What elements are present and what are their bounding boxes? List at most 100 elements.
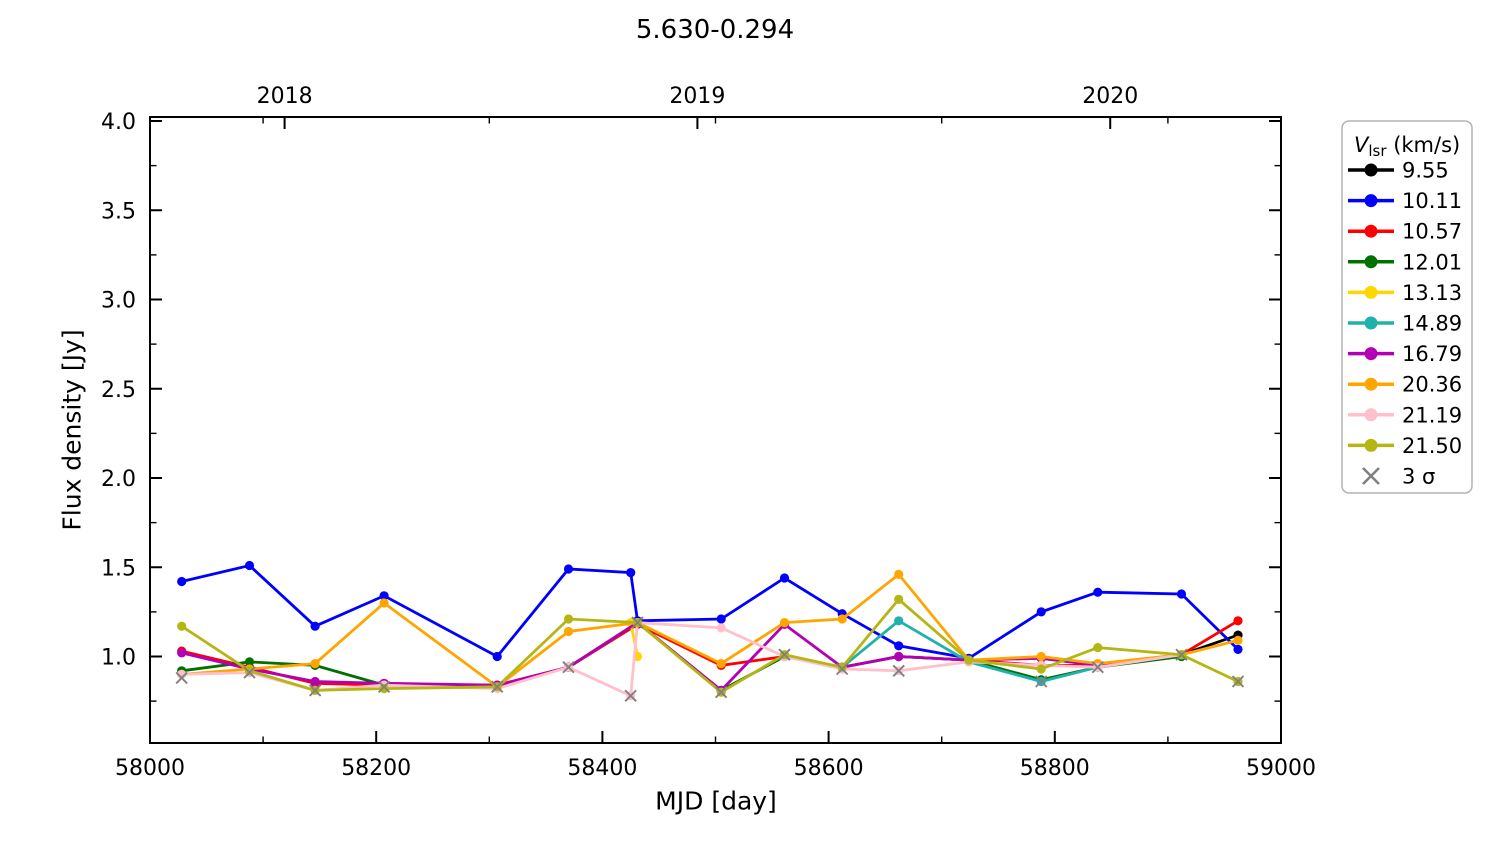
sigma3-x-icon: [1091, 661, 1104, 674]
legend-label: 12.01: [1402, 250, 1462, 274]
y-tick-label: 2.5: [101, 378, 136, 403]
plot-title: 5.630-0.294: [635, 15, 795, 45]
data-point-10.11: [894, 641, 904, 651]
sigma3-x-icon: [562, 661, 575, 674]
top-year-label: 2018: [257, 84, 313, 109]
sigma3-x-icon: [1175, 648, 1188, 661]
data-point-10.11: [310, 621, 320, 631]
x-tick-label: 58600: [794, 756, 864, 781]
legend-marker: [1364, 377, 1378, 391]
y-tick-label: 3.0: [101, 289, 136, 314]
data-point-10.11: [492, 651, 502, 662]
sigma3-x-icon: [377, 680, 391, 694]
y-tick-label: 1.5: [101, 556, 136, 581]
sigma3-x-icon: [624, 689, 637, 702]
sigma3-markers: [175, 616, 1245, 702]
legend-title: Vlsr (km/s): [1354, 133, 1460, 160]
legend-marker: [1364, 316, 1378, 330]
data-point-10.11: [1036, 607, 1046, 617]
data-point-16.79: [310, 676, 320, 687]
legend-marker: [1364, 163, 1378, 177]
sigma3-x-icon: [1231, 675, 1245, 688]
data-point-21.50: [1093, 643, 1103, 653]
legend-marker: [1364, 408, 1378, 422]
legend-item-10.11: 10.11: [1348, 189, 1462, 213]
data-point-10.11: [177, 576, 187, 587]
legend-item-14.89: 14.89: [1348, 312, 1462, 336]
y-tick-label: 3.5: [101, 199, 136, 224]
legend-marker: [1364, 255, 1378, 269]
legend-label: 16.79: [1402, 342, 1462, 366]
sigma3-x-icon: [243, 666, 256, 679]
legend-item-10.57: 10.57: [1348, 220, 1462, 244]
legend-label: 14.89: [1402, 312, 1462, 336]
legend-label: 20.36: [1402, 373, 1462, 397]
series-10.11: [177, 560, 1243, 663]
legend-item-20.36: 20.36: [1348, 373, 1462, 397]
legend-label: 13.13: [1402, 281, 1462, 305]
sigma3-x-icon: [631, 616, 644, 629]
legend-item-16.79: 16.79: [1348, 342, 1462, 366]
x-tick-label: 59000: [1246, 756, 1316, 781]
data-point-10.11: [563, 564, 574, 574]
sigma3-x-icon: [714, 686, 728, 699]
y-axis-label: Flux density [Jy]: [57, 329, 87, 531]
legend-item-12.01: 12.01: [1348, 250, 1462, 274]
data-point-21.50: [837, 662, 847, 672]
data-point-16.79: [894, 651, 904, 662]
data-point-21.50: [563, 614, 574, 624]
legend-label: 21.19: [1402, 403, 1462, 427]
data-point-21.19: [716, 623, 726, 633]
legend-marker: [1364, 347, 1378, 361]
data-point-14.89: [894, 616, 904, 626]
sigma3-x-icon: [491, 680, 504, 694]
data-point-16.79: [177, 648, 187, 658]
data-point-10.11: [626, 568, 636, 578]
sigma3-x-icon: [308, 684, 322, 697]
x-tick-label: 58200: [341, 756, 411, 781]
data-point-12.01: [244, 657, 255, 667]
legend-item-21.50: 21.50: [1348, 434, 1462, 458]
top-year-label: 2019: [669, 84, 725, 109]
sigma3-x-icon: [778, 648, 791, 661]
data-point-21.50: [177, 621, 187, 631]
sigma3-x-icon: [1035, 675, 1048, 688]
top-year-label: 2020: [1082, 84, 1138, 109]
data-point-20.36: [1036, 651, 1046, 662]
data-point-20.36: [779, 618, 790, 628]
data-point-20.36: [379, 598, 389, 608]
series-line-13.13: [629, 622, 639, 657]
sigma3-x-icon: [175, 671, 188, 685]
series-20.36: [177, 569, 1243, 692]
data-point-20.36: [1233, 635, 1243, 646]
data-point-10.11: [716, 614, 726, 624]
legend-item-3sigma: 3 σ: [1362, 465, 1435, 489]
data-point-20.36: [716, 659, 726, 669]
data-point-10.11: [1233, 644, 1243, 655]
data-point-21.50: [894, 594, 904, 605]
x-tick-label: 58000: [115, 756, 185, 781]
data-point-21.50: [964, 655, 974, 665]
x-axis-label: MJD [day]: [655, 786, 777, 816]
data-point-10.11: [379, 591, 389, 601]
data-point-10.11: [1093, 587, 1103, 597]
sigma3-x-icon: [892, 664, 905, 677]
legend-box: [1341, 120, 1473, 494]
legend-marker: [1364, 438, 1378, 452]
sigma3-legend-x-icon: [1362, 467, 1380, 485]
x-tick-label: 58400: [567, 756, 637, 781]
data-point-20.36: [837, 614, 847, 624]
legend-label: 10.11: [1402, 189, 1462, 213]
data-point-21.50: [244, 666, 255, 676]
legend-item-13.13: 13.13: [1348, 281, 1462, 305]
x-tick-label: 58800: [1020, 756, 1090, 781]
series-line-10.57: [181, 619, 1239, 687]
legend-label: 9.55: [1402, 159, 1449, 183]
data-point-10.11: [1176, 589, 1187, 599]
y-tick-label: 1.0: [101, 646, 136, 671]
legend-marker: [1364, 224, 1378, 238]
data-point-21.50: [379, 684, 389, 694]
data-point-20.36: [310, 659, 320, 669]
